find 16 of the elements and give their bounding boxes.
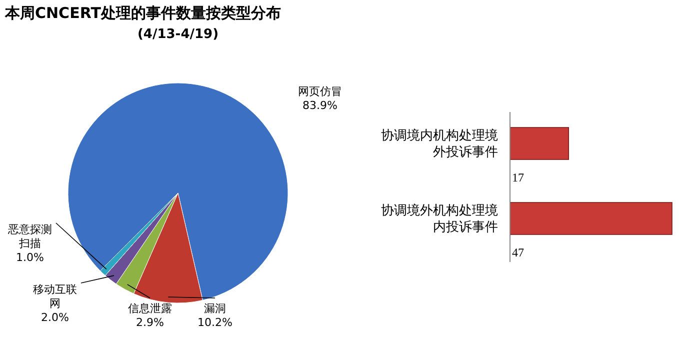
data-label: 83.9% xyxy=(302,99,338,112)
chart-subtitle: (4/13-4/19) xyxy=(137,27,219,42)
slice-label: 恶意探测扫描 xyxy=(7,223,52,250)
y-tick-label: 协调境外机构处理境内投诉事件 xyxy=(381,202,498,235)
slice-label: 网页仿冒 xyxy=(298,85,342,98)
chart-title: 本周CNCERT处理的事件数量按类型分布 xyxy=(4,4,281,22)
slice-label: 移动互联网 xyxy=(33,283,77,310)
y-tick-label: 协调境内机构处理境外投诉事件 xyxy=(381,128,498,160)
data-label: 10.2% xyxy=(198,316,232,329)
slice-label: 漏洞 xyxy=(204,302,226,315)
data-label: 47 xyxy=(512,246,524,260)
data-label: 17 xyxy=(512,170,524,184)
slice-label: 信息泄露 xyxy=(128,302,172,315)
data-label: 2.0% xyxy=(41,311,69,324)
data-label: 2.9% xyxy=(136,316,164,329)
data-label: 1.0% xyxy=(16,251,44,264)
